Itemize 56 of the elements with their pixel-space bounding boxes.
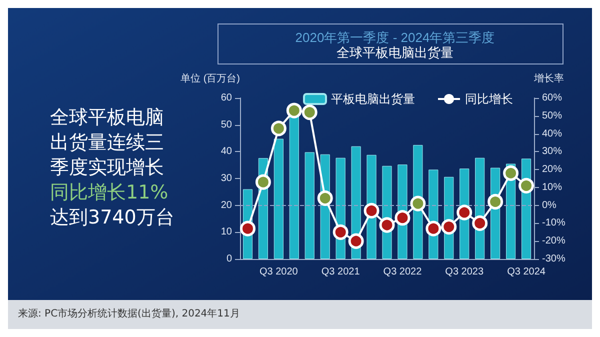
x-tick-label: Q3 2022	[383, 266, 422, 278]
x-tick-label: Q3 2023	[445, 266, 484, 278]
y2-tick-label: -10%	[542, 218, 566, 229]
point	[472, 215, 488, 231]
point	[270, 120, 286, 136]
point	[503, 165, 519, 181]
y2-tick-label: 50%	[542, 110, 562, 122]
y2-tick-label: -30%	[542, 254, 566, 264]
y-tick-label: 50	[220, 119, 232, 130]
chart-subtitle: 2020年第一季度 - 2024年第三季度	[295, 30, 495, 45]
y-tick-label: 40	[220, 146, 232, 158]
y-tick-label: 30	[220, 173, 232, 184]
text: 达到3740万台	[50, 206, 174, 228]
text: 同比增长11%	[50, 182, 168, 204]
y2-tick-label: 0%	[542, 200, 557, 211]
point	[456, 204, 472, 220]
point	[426, 220, 442, 236]
y-axis-title: 单位 (百万台)	[180, 72, 240, 84]
point	[348, 233, 364, 249]
text: 全球平板电脑	[50, 106, 164, 128]
y2-axis-title: 增长率	[533, 72, 564, 84]
y-tick-label: 0	[226, 254, 232, 264]
bar	[304, 152, 314, 259]
text: 出货量连续三	[50, 132, 164, 154]
y-tick-label: 10	[220, 226, 232, 238]
point	[286, 102, 302, 118]
chart-title: 全球平板电脑出货量	[336, 45, 454, 60]
point	[240, 220, 256, 236]
y2-tick-label: 20%	[542, 164, 562, 176]
point	[364, 202, 380, 218]
legend-label: 同比增长	[465, 92, 513, 106]
bar	[274, 138, 284, 259]
x-tick-label: Q3 2021	[321, 266, 360, 278]
y2-tick-label: 60%	[542, 92, 562, 104]
source-note: 来源: PC市场分析统计数据(出货量), 2024年11月	[18, 308, 240, 320]
y2-tick-label: 30%	[542, 146, 562, 158]
point	[255, 174, 271, 190]
point	[394, 210, 410, 226]
point	[379, 217, 395, 233]
bar	[289, 116, 299, 259]
y-tick-label: 60	[220, 92, 232, 104]
legend-label: 平板电脑出货量	[331, 92, 415, 106]
y2-tick-label: 40%	[542, 128, 562, 140]
point	[302, 104, 318, 120]
y2-tick-label: -20%	[542, 236, 566, 247]
x-tick-label: Q3 2024	[507, 266, 546, 278]
point	[488, 194, 504, 210]
point	[317, 190, 333, 206]
point	[410, 196, 426, 212]
point	[332, 224, 348, 240]
text: 季度实现增长	[50, 156, 164, 178]
point	[441, 219, 457, 235]
x-tick-label: Q3 2020	[259, 266, 298, 278]
y-tick-label: 20	[220, 200, 232, 211]
y2-tick-label: 10%	[542, 182, 562, 193]
point	[518, 178, 534, 194]
